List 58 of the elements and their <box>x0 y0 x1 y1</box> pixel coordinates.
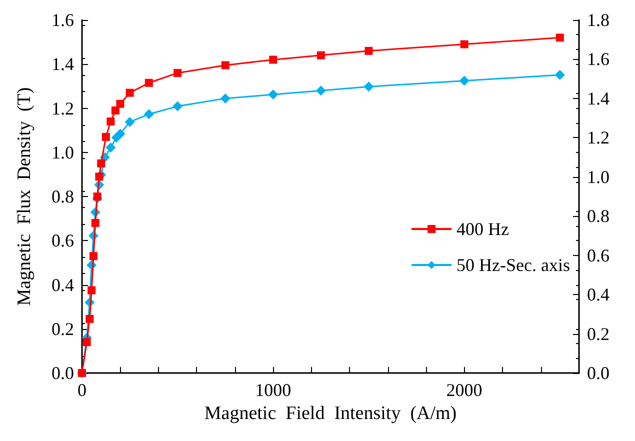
y2-tick-label: 1.2 <box>587 128 610 148</box>
point <box>82 338 91 346</box>
point <box>126 88 134 97</box>
y2-tick-label: 0.0 <box>587 363 610 383</box>
point <box>316 86 326 96</box>
point <box>269 56 278 64</box>
y-tick-label: 0.6 <box>52 230 74 251</box>
point <box>460 40 468 48</box>
point <box>174 68 182 77</box>
point <box>106 117 115 126</box>
y-axis-title: Magnetic Flux Density (T) <box>14 87 35 306</box>
point <box>220 93 230 104</box>
y2-tick-label: 1.6 <box>587 49 610 70</box>
x-tick-label: 0 <box>78 380 86 400</box>
point <box>116 100 124 108</box>
point <box>97 159 106 168</box>
point <box>316 51 325 60</box>
y-tick-label: 0.4 <box>52 274 74 295</box>
point <box>364 46 373 55</box>
y2-tick-label: 0.4 <box>587 284 610 305</box>
y-tick-label: 0.2 <box>52 318 74 339</box>
y2-tick-label: 0.2 <box>587 324 610 344</box>
point <box>91 218 100 227</box>
point <box>111 106 120 114</box>
legend-label: 50 Hz-Sec. axis <box>456 255 570 275</box>
point <box>364 82 374 92</box>
point <box>172 101 183 112</box>
y-tick-label: 0.0 <box>52 363 74 383</box>
point <box>144 109 154 120</box>
y2-tick-label: 1.8 <box>587 10 610 30</box>
point <box>93 192 102 200</box>
y2-tick-label: 0.6 <box>587 245 610 266</box>
legend-label: 400 Hz <box>456 219 510 239</box>
point <box>221 61 230 70</box>
x-tick-label: 1000 <box>255 380 292 400</box>
point <box>88 286 96 294</box>
point <box>554 70 565 80</box>
point <box>89 252 98 260</box>
y2-tick-label: 0.8 <box>587 206 610 226</box>
y-tick-label: 1.4 <box>52 54 74 74</box>
point <box>102 132 110 141</box>
x-tick-label: 2000 <box>446 380 482 400</box>
point <box>95 172 104 181</box>
y-tick-label: 0.8 <box>52 186 74 206</box>
point <box>86 314 94 323</box>
y-tick-label: 1.0 <box>52 142 74 162</box>
point <box>459 76 470 86</box>
y2-tick-label: 1.4 <box>587 88 610 108</box>
point <box>144 78 153 87</box>
y-tick-label: 1.2 <box>52 98 74 118</box>
point <box>268 90 278 100</box>
x-axis-title: Magnetic Field Intensity (A/m) <box>204 402 457 424</box>
point <box>115 128 126 139</box>
y-tick-label: 1.6 <box>52 10 74 30</box>
point <box>106 142 116 152</box>
point <box>124 116 135 127</box>
y2-tick-label: 1.0 <box>587 166 610 187</box>
point <box>556 34 564 42</box>
